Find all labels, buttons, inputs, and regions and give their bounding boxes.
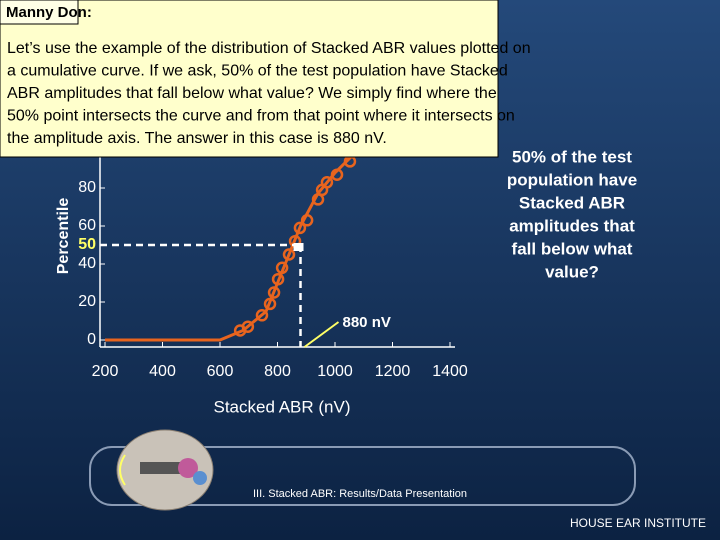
data-point (282, 248, 296, 261)
data-point (271, 272, 285, 286)
note-line: 50% point intersects the curve and from … (7, 108, 515, 125)
note-box (0, 0, 499, 158)
y-tick-label: 60 (78, 217, 96, 234)
x-axis-title: Stacked ABR (nV) (213, 397, 350, 416)
note-line: ABR amplitudes that fall below what valu… (7, 85, 497, 102)
y-tick-label: 20 (78, 293, 96, 310)
side-text: 50% of the test population have Stacked AB… (507, 147, 637, 281)
footer-institute: HOUSE EAR INSTITUTE (570, 516, 706, 530)
x-tick-label: 1200 (375, 363, 411, 380)
banner-frame (89, 446, 636, 506)
data-point (330, 168, 344, 181)
reference-label: 880 nV (343, 314, 391, 331)
data-point (320, 176, 334, 189)
reference-pointer (303, 321, 340, 348)
side-line: fall below what (512, 239, 633, 258)
note-header (0, 0, 79, 25)
plot: 0 20 40 50 60 80 200 400 600 800 1000 1200 1400 880 n… (78, 143, 468, 380)
data-point (300, 214, 314, 227)
data-point (267, 286, 281, 299)
footer-section: III. Stacked ABR: Results/Data Presentat… (253, 488, 467, 500)
x-tick-label: 600 (207, 363, 234, 380)
y-tick-label: 40 (78, 255, 96, 272)
y-tick-label: 50 (78, 236, 96, 253)
x-tick-label: 400 (149, 363, 176, 380)
data-point (275, 261, 289, 275)
side-line: Stacked ABR (519, 193, 625, 212)
reference-point (293, 243, 304, 251)
note-line: the amplitude axis. The answer in this c… (7, 130, 387, 147)
x-tick-label: 1000 (317, 363, 353, 380)
y-tick-label: 80 (78, 179, 96, 196)
note-author: Manny Don: (6, 4, 92, 21)
note-line: Let’s use the example of the distributio… (7, 40, 531, 57)
x-tick-label: 1400 (432, 363, 468, 380)
x-tick-label: 800 (264, 363, 291, 380)
note-line: a cumulative curve. If we ask, 50% of th… (7, 63, 508, 80)
y-tick-label: 0 (87, 331, 96, 348)
side-line: value? (545, 262, 599, 281)
data-point (263, 297, 277, 311)
data-point (255, 309, 269, 322)
y-axis-title: Percentile (55, 198, 72, 275)
side-line: population have (507, 170, 637, 189)
note-text: Let’s use the example of the distributio… (7, 40, 531, 147)
x-tick-label: 200 (92, 363, 119, 380)
side-line: amplitudes that (509, 216, 635, 235)
side-line: 50% of the test (512, 147, 632, 166)
ear-graphic (116, 429, 214, 511)
data-point (241, 320, 255, 333)
data-point (293, 221, 307, 235)
